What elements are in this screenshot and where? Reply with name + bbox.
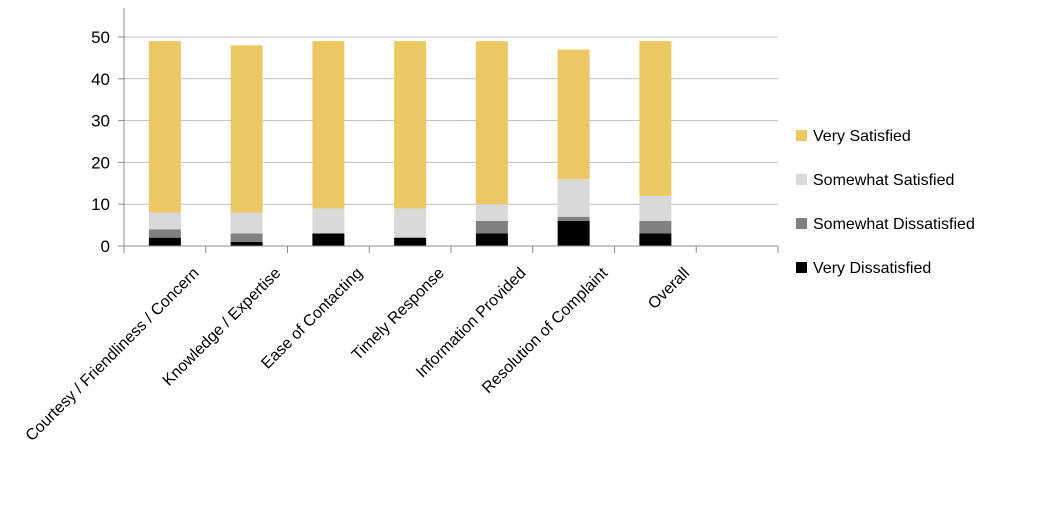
- x-category-label-courtesy-friendliness-concern: Courtesy / Friendliness / Concern: [23, 265, 203, 445]
- axes: [123, 8, 779, 253]
- legend-swatch-somewhat-satisfied: [796, 174, 807, 185]
- bar-stacks: [148, 41, 672, 246]
- y-axis-ticks: 0 10 20 30 40 50: [91, 28, 124, 256]
- bar-somewhat-dissatisfied-courtesy-friendliness-concern: [148, 229, 181, 238]
- bar-somewhat-dissatisfied-overall: [639, 220, 672, 234]
- y-tick-label-10: 10: [91, 195, 110, 214]
- bar-somewhat-satisfied-courtesy-friendliness-concern: [148, 212, 181, 230]
- bar-somewhat-satisfied-timely-response: [394, 208, 427, 238]
- bar-very-satisfied-information-provided: [475, 41, 508, 205]
- legend-label-very-satisfied: Very Satisfied: [813, 128, 911, 145]
- legend-swatch-very-satisfied: [796, 130, 807, 141]
- bar-very-dissatisfied-ease-of-contacting: [312, 233, 345, 246]
- y-tick-label-0: 0: [101, 237, 110, 256]
- bar-very-satisfied-resolution-of-complaint: [557, 49, 590, 180]
- bar-very-satisfied-overall: [639, 41, 672, 196]
- bar-somewhat-dissatisfied-resolution-of-complaint: [557, 216, 590, 221]
- legend: Very Satisfied Somewhat Satisfied Somewhat…: [796, 128, 975, 277]
- bar-somewhat-satisfied-information-provided: [475, 204, 508, 221]
- bar-very-satisfied-timely-response: [394, 41, 427, 209]
- bar-somewhat-satisfied-overall: [639, 195, 672, 221]
- bar-very-satisfied-courtesy-friendliness-concern: [148, 41, 181, 213]
- bar-very-dissatisfied-resolution-of-complaint: [557, 220, 590, 246]
- bar-somewhat-dissatisfied-knowledge-expertise: [230, 233, 263, 242]
- legend-swatch-very-dissatisfied: [796, 262, 807, 273]
- bar-somewhat-satisfied-resolution-of-complaint: [557, 179, 590, 217]
- bar-very-satisfied-ease-of-contacting: [312, 41, 345, 209]
- y-tick-label-40: 40: [91, 70, 110, 89]
- y-tick-label-30: 30: [91, 112, 110, 131]
- legend-label-somewhat-satisfied: Somewhat Satisfied: [813, 172, 954, 189]
- x-axis-category-labels: Courtesy / Friendliness / ConcernKnowled…: [23, 264, 693, 444]
- bar-very-dissatisfied-knowledge-expertise: [230, 241, 263, 246]
- bar-very-dissatisfied-courtesy-friendliness-concern: [148, 237, 181, 246]
- bar-somewhat-satisfied-ease-of-contacting: [312, 208, 345, 234]
- y-tick-label-50: 50: [91, 28, 110, 47]
- bar-very-satisfied-knowledge-expertise: [230, 45, 263, 213]
- x-category-label-overall: Overall: [645, 265, 693, 313]
- bar-very-dissatisfied-overall: [639, 233, 672, 246]
- bar-somewhat-dissatisfied-information-provided: [475, 220, 508, 234]
- bar-very-dissatisfied-information-provided: [475, 233, 508, 246]
- legend-swatch-somewhat-dissatisfied: [796, 218, 807, 229]
- legend-label-somewhat-dissatisfied: Somewhat Dissatisfied: [813, 216, 975, 233]
- bar-very-dissatisfied-timely-response: [394, 237, 427, 246]
- bar-somewhat-satisfied-knowledge-expertise: [230, 212, 263, 234]
- gridlines: [124, 36, 778, 205]
- legend-label-very-dissatisfied: Very Dissatisfied: [813, 260, 931, 277]
- y-tick-label-20: 20: [91, 153, 110, 172]
